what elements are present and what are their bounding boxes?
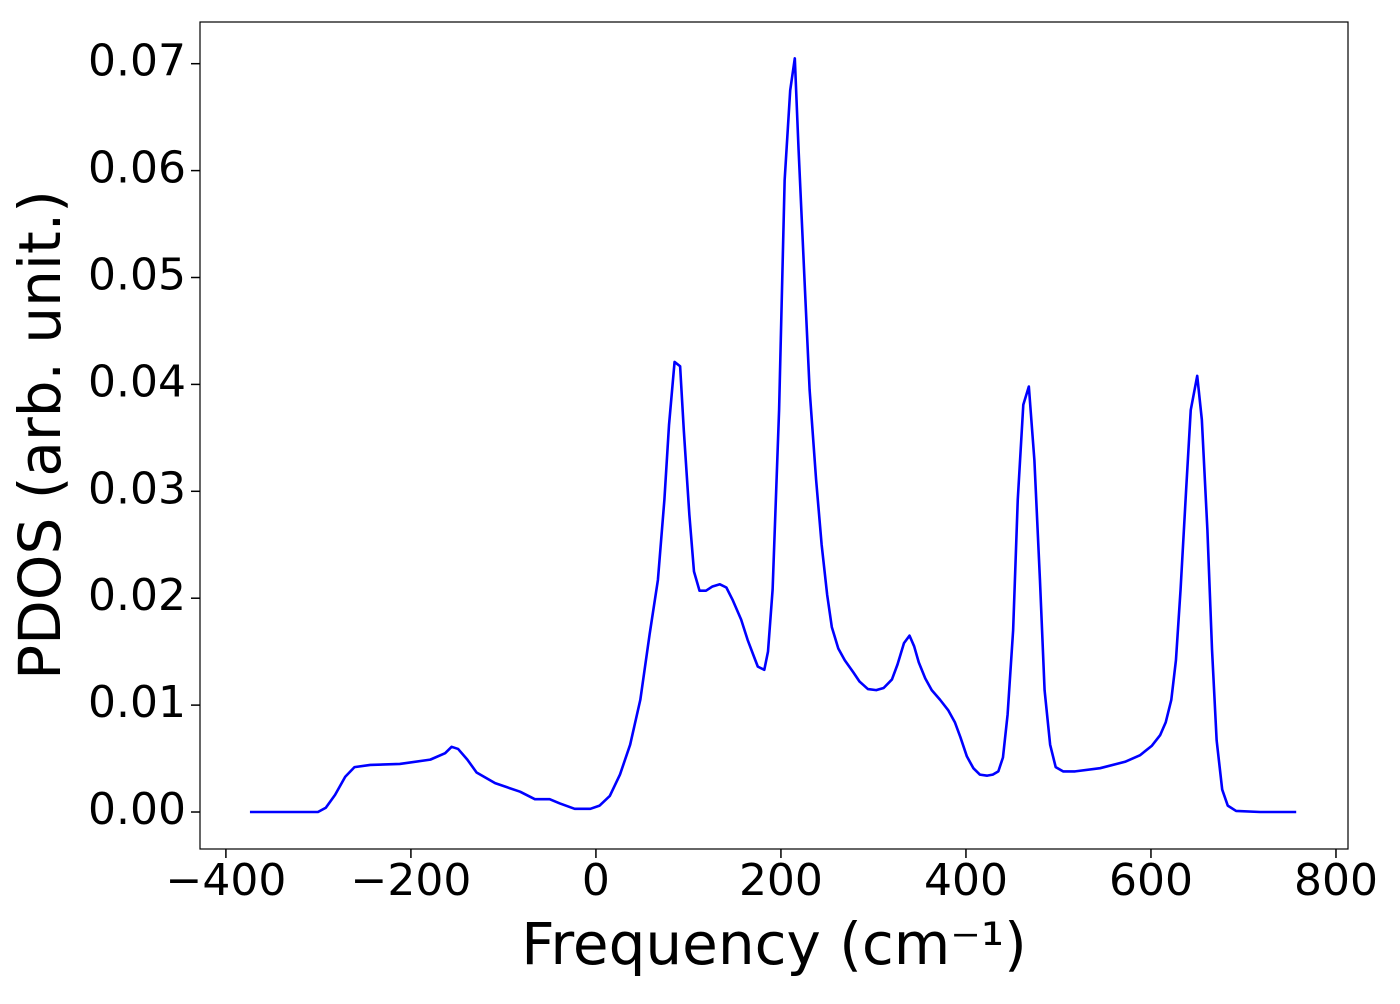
y-tick-label: 0.06 bbox=[88, 143, 186, 194]
x-tick-label: −400 bbox=[165, 855, 286, 906]
x-tick-label: 200 bbox=[739, 855, 823, 906]
y-tick-label: 0.03 bbox=[88, 463, 186, 514]
x-tick-label: 400 bbox=[924, 855, 1008, 906]
y-tick-label: 0.02 bbox=[88, 570, 186, 621]
x-axis-label: Frequency (cm⁻¹) bbox=[521, 910, 1027, 978]
y-tick-label: 0.01 bbox=[88, 677, 186, 728]
x-tick-label: −200 bbox=[350, 855, 471, 906]
y-tick-label: 0.00 bbox=[88, 784, 186, 835]
y-tick-label: 0.04 bbox=[88, 356, 186, 407]
x-tick-label: 600 bbox=[1109, 855, 1193, 906]
y-axis-label: PDOS (arb. unit.) bbox=[6, 190, 74, 680]
line-series bbox=[249, 57, 1297, 814]
x-tick-label: 0 bbox=[582, 855, 610, 906]
x-tick-label: 800 bbox=[1294, 855, 1378, 906]
plot-frame bbox=[199, 21, 1349, 850]
y-tick-label: 0.07 bbox=[88, 36, 186, 87]
y-tick-label: 0.05 bbox=[88, 249, 186, 300]
